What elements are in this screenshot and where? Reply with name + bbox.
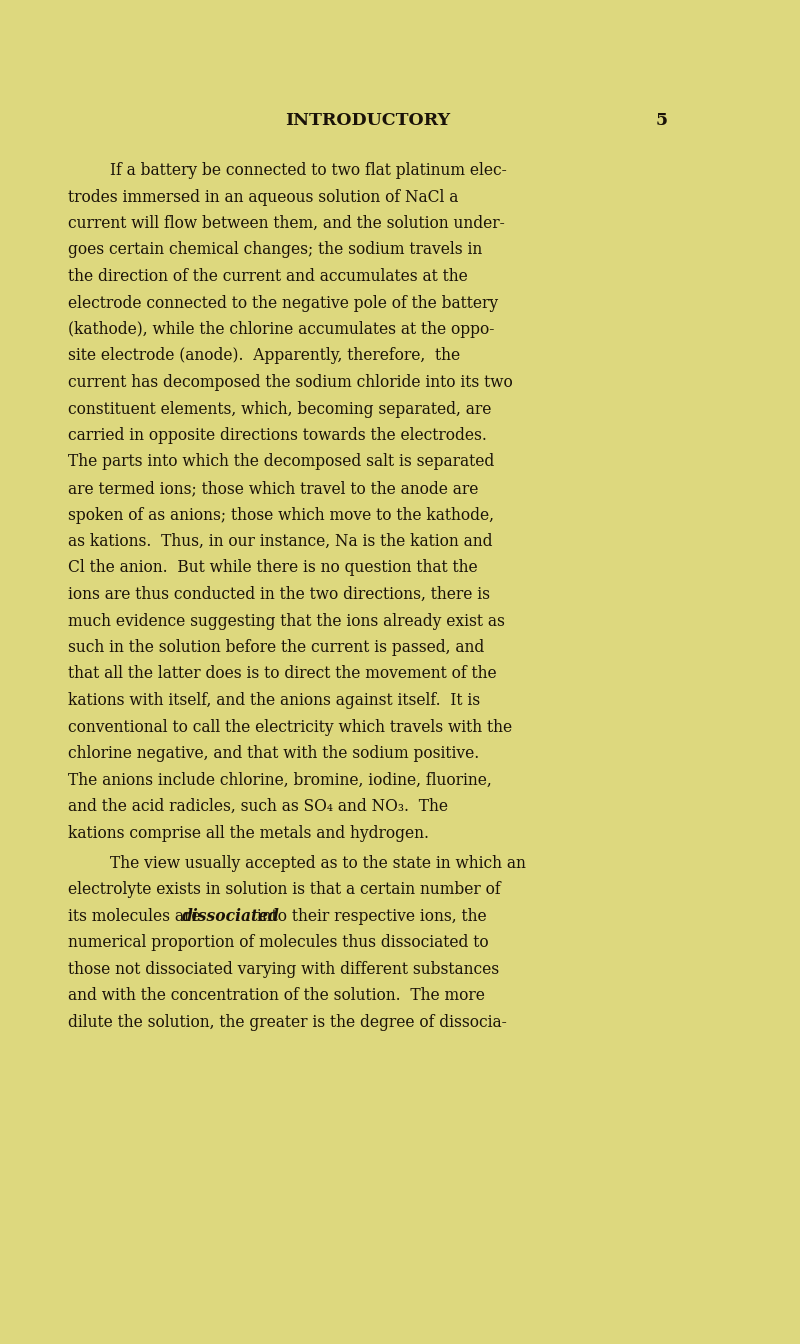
Text: are termed ions; those which travel to the anode are: are termed ions; those which travel to t…: [68, 480, 478, 497]
Text: kations with itself, and the anions against itself.  It is: kations with itself, and the anions agai…: [68, 692, 480, 710]
Text: site electrode (anode).  Apparently, therefore,  the: site electrode (anode). Apparently, ther…: [68, 348, 460, 364]
Text: The view usually accepted as to the state in which an: The view usually accepted as to the stat…: [110, 855, 526, 872]
Text: electrolyte exists in solution is that a certain number of: electrolyte exists in solution is that a…: [68, 882, 501, 899]
Text: such in the solution before the current is passed, and: such in the solution before the current …: [68, 638, 484, 656]
Text: chlorine negative, and that with the sodium positive.: chlorine negative, and that with the sod…: [68, 745, 479, 762]
Text: spoken of as anions; those which move to the kathode,: spoken of as anions; those which move to…: [68, 507, 494, 524]
Text: much evidence suggesting that the ions already exist as: much evidence suggesting that the ions a…: [68, 613, 505, 629]
Text: ions are thus conducted in the two directions, there is: ions are thus conducted in the two direc…: [68, 586, 490, 603]
Text: (kathode), while the chlorine accumulates at the oppo-: (kathode), while the chlorine accumulate…: [68, 321, 494, 337]
Text: current has decomposed the sodium chloride into its two: current has decomposed the sodium chlori…: [68, 374, 513, 391]
Text: that all the latter does is to direct the movement of the: that all the latter does is to direct th…: [68, 665, 497, 683]
Text: dilute the solution, the greater is the degree of dissocia-: dilute the solution, the greater is the …: [68, 1013, 506, 1031]
Text: current will flow between them, and the solution under-: current will flow between them, and the …: [68, 215, 505, 233]
Text: the direction of the current and accumulates at the: the direction of the current and accumul…: [68, 267, 468, 285]
Text: constituent elements, which, becoming separated, are: constituent elements, which, becoming se…: [68, 401, 491, 418]
Text: carried in opposite directions towards the electrodes.: carried in opposite directions towards t…: [68, 427, 487, 444]
Text: as kations.  Thus, in our instance, Na is the kation and: as kations. Thus, in our instance, Na is…: [68, 534, 493, 550]
Text: The anions include chlorine, bromine, iodine, fluorine,: The anions include chlorine, bromine, io…: [68, 771, 492, 789]
Text: those not dissociated varying with different substances: those not dissociated varying with diffe…: [68, 961, 499, 978]
Text: numerical proportion of molecules thus dissociated to: numerical proportion of molecules thus d…: [68, 934, 489, 952]
Text: electrode connected to the negative pole of the battery: electrode connected to the negative pole…: [68, 294, 498, 312]
Text: INTRODUCTORY: INTRODUCTORY: [286, 112, 450, 129]
Text: its molecules are: its molecules are: [68, 909, 206, 925]
Text: Cl the anion.  But while there is no question that the: Cl the anion. But while there is no ques…: [68, 559, 478, 577]
Text: trodes immersed in an aqueous solution of NaCl a: trodes immersed in an aqueous solution o…: [68, 188, 458, 206]
Text: and the acid radicles, such as SO₄ and NO₃.  The: and the acid radicles, such as SO₄ and N…: [68, 798, 448, 814]
Text: goes certain chemical changes; the sodium travels in: goes certain chemical changes; the sodiu…: [68, 242, 482, 258]
Text: If a battery be connected to two flat platinum elec-: If a battery be connected to two flat pl…: [110, 163, 506, 179]
Text: and with the concentration of the solution.  The more: and with the concentration of the soluti…: [68, 988, 485, 1004]
Text: 5: 5: [656, 112, 668, 129]
Text: dissociated: dissociated: [182, 909, 280, 925]
Text: into their respective ions, the: into their respective ions, the: [252, 909, 486, 925]
Text: conventional to call the electricity which travels with the: conventional to call the electricity whi…: [68, 719, 512, 735]
Text: kations comprise all the metals and hydrogen.: kations comprise all the metals and hydr…: [68, 824, 429, 841]
Text: The parts into which the decomposed salt is separated: The parts into which the decomposed salt…: [68, 453, 494, 470]
